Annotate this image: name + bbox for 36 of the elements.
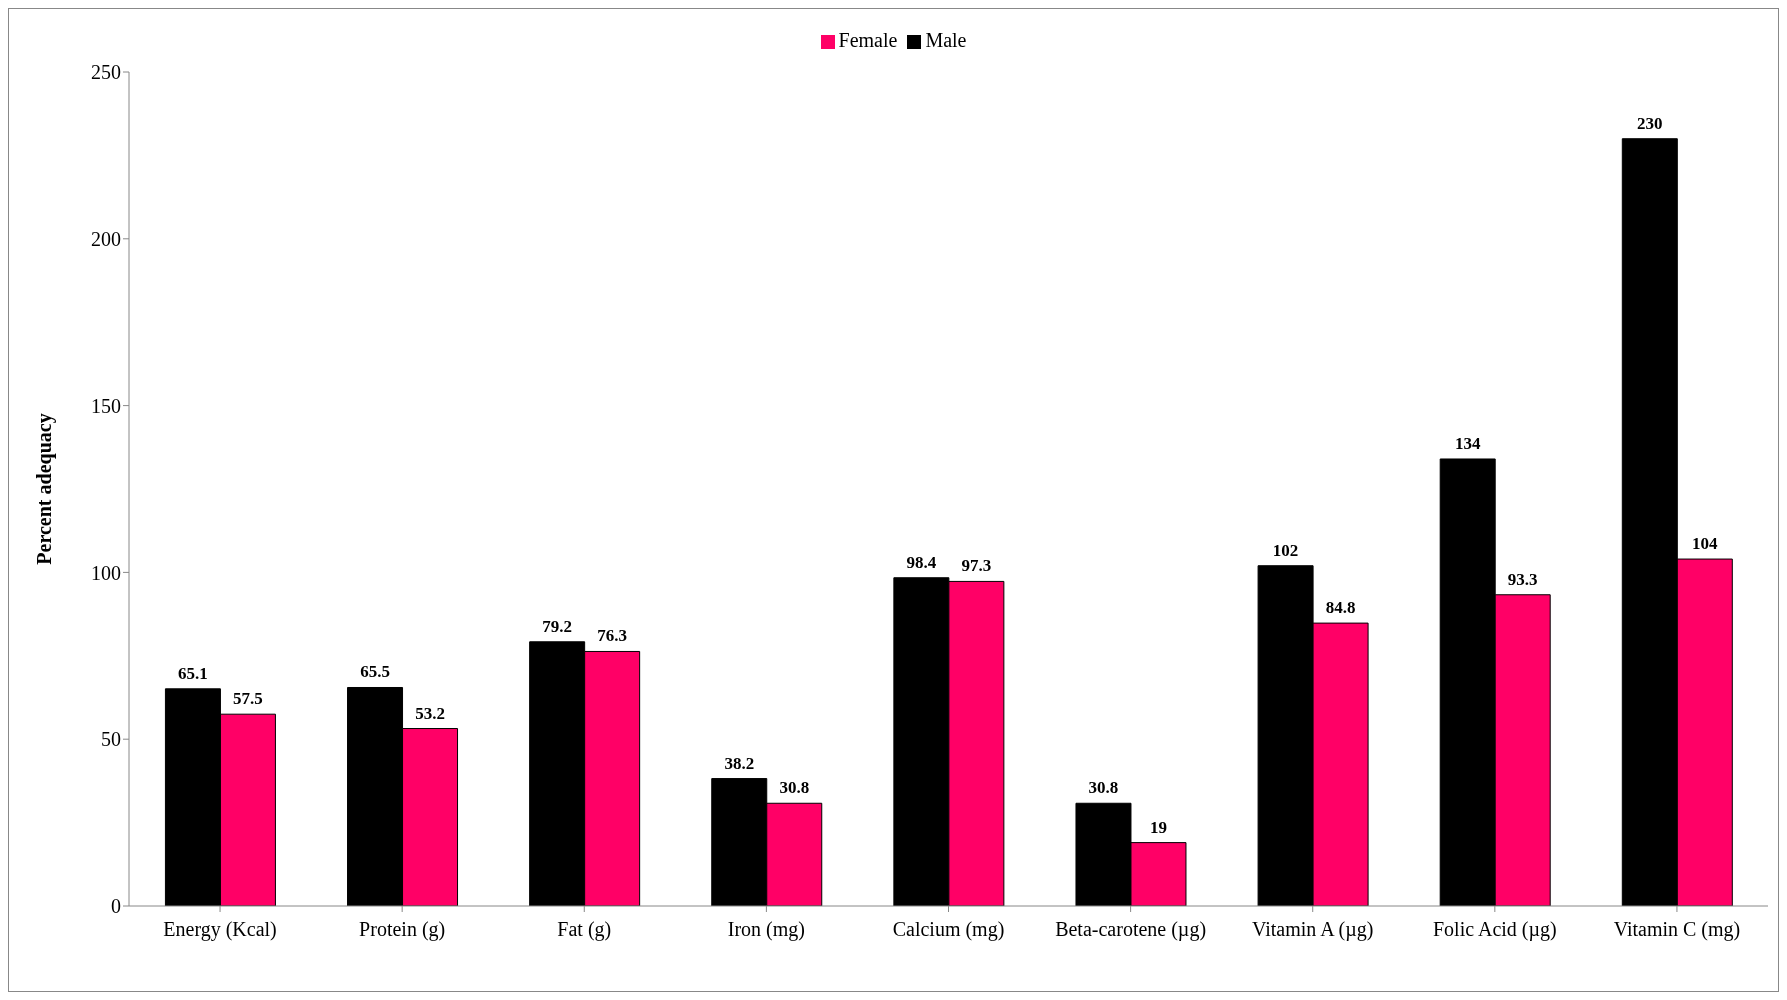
y-tick-label: 200 <box>91 227 121 250</box>
x-tick-label: Calcium (mg) <box>892 918 1005 942</box>
x-tick-label: Beta-carotene (µg) <box>1055 918 1207 942</box>
data-label: 65.1 <box>178 663 208 683</box>
data-label: 19 <box>1149 817 1167 837</box>
x-tick-label: Iron (mg) <box>727 918 805 942</box>
data-label: 38.2 <box>724 753 755 773</box>
y-tick-label: 50 <box>101 728 121 751</box>
legend-label: Female <box>838 29 898 51</box>
data-label: 30.8 <box>779 778 810 798</box>
x-tick-label: Vitamin A (µg) <box>1252 918 1374 942</box>
y-tick-label: 150 <box>91 394 121 417</box>
y-tick-label: 0 <box>111 895 121 918</box>
data-label: 134 <box>1454 433 1481 453</box>
data-label: 102 <box>1272 540 1299 560</box>
x-tick-label: Protein (g) <box>359 918 446 942</box>
data-label: 98.4 <box>906 552 937 572</box>
data-label: 93.3 <box>1507 569 1538 589</box>
data-label: 30.8 <box>1088 778 1119 798</box>
data-label: 65.5 <box>360 662 390 682</box>
data-label: 230 <box>1637 113 1663 133</box>
data-label: 53.2 <box>415 703 445 723</box>
x-tick-label: Energy (Kcal) <box>163 918 277 942</box>
x-tick-label: Folic Acid (µg) <box>1432 918 1557 942</box>
data-label: 104 <box>1692 534 1719 554</box>
y-tick-label: 250 <box>91 61 121 84</box>
data-label: 57.5 <box>233 689 263 709</box>
x-tick-label: Fat (g) <box>557 918 612 942</box>
y-axis-title: Percent adequacy <box>33 413 57 565</box>
data-label: 97.3 <box>961 556 992 576</box>
data-label: 76.3 <box>597 626 628 646</box>
y-tick-label: 100 <box>91 561 121 584</box>
data-label: 79.2 <box>542 616 573 636</box>
data-label: 84.8 <box>1325 598 1356 618</box>
x-tick-label: Vitamin C (mg) <box>1613 918 1741 942</box>
legend-label: Male <box>925 29 967 51</box>
